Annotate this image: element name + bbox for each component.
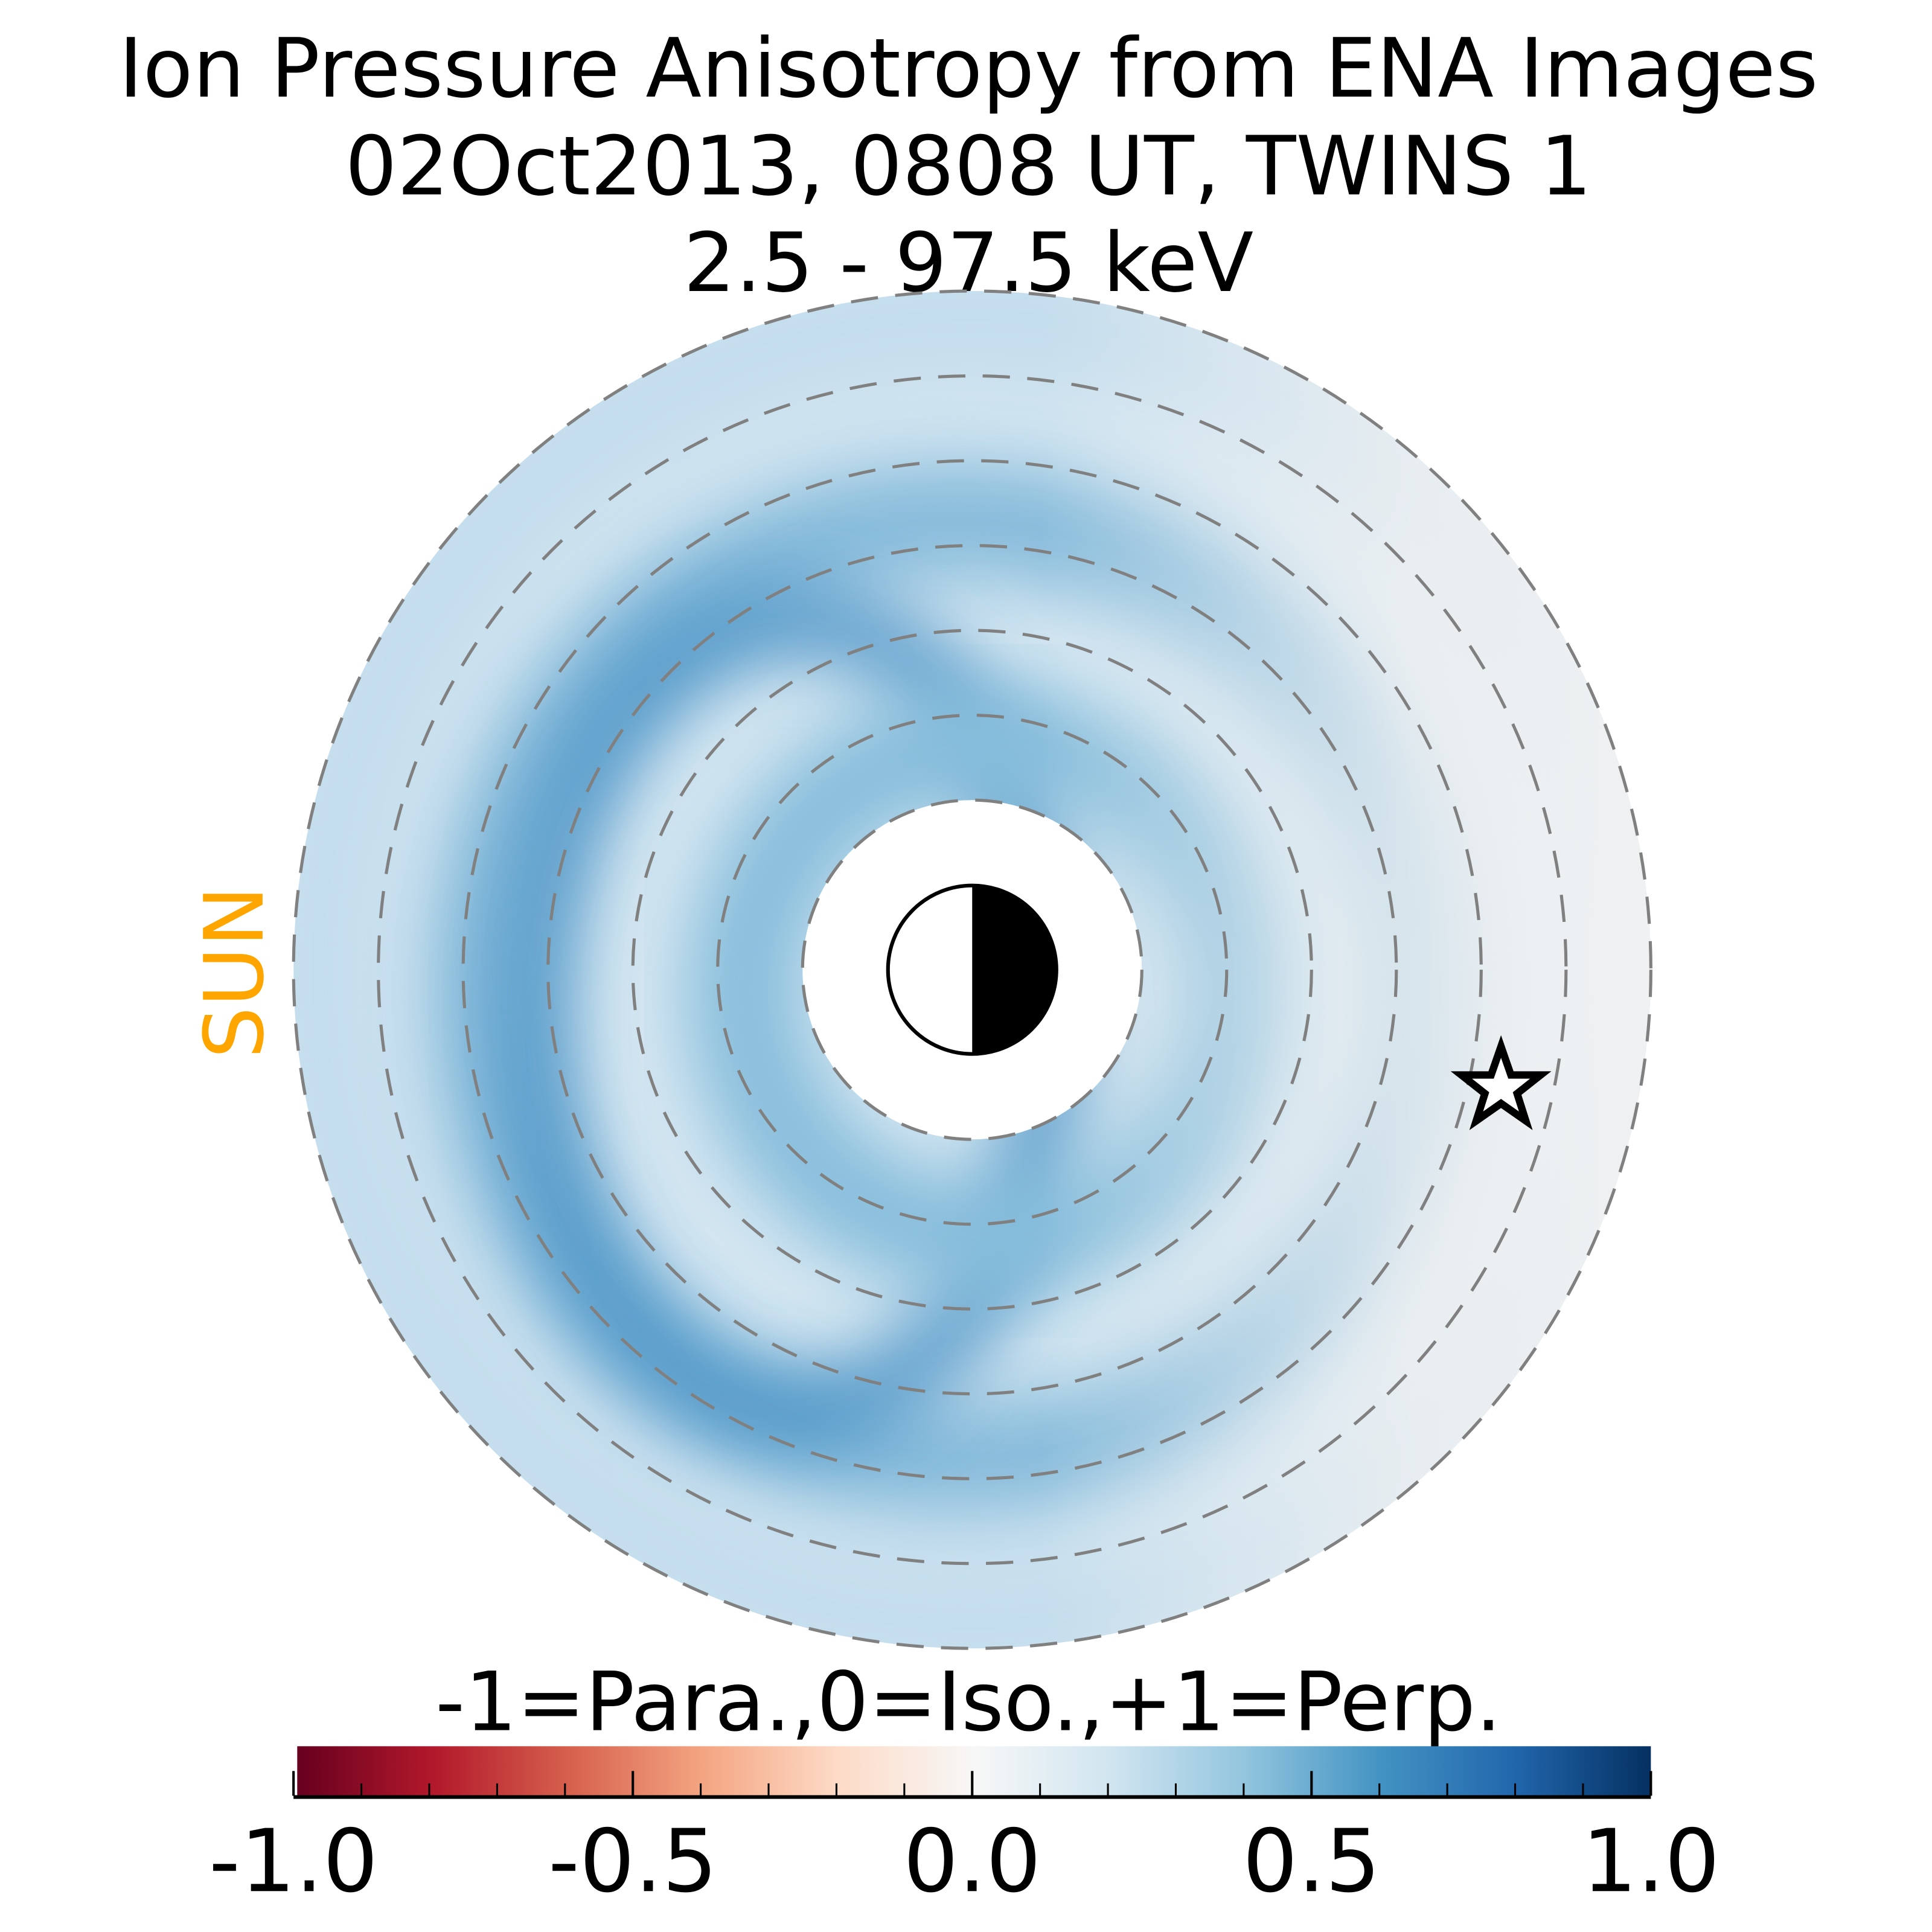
colorbar-tick-label: 0.0	[903, 1811, 1041, 1911]
distance-ring	[292, 289, 1652, 1650]
colorbar-tick-label: 0.5	[1243, 1811, 1380, 1911]
sun-label: SUN	[187, 886, 282, 1058]
distance-ring	[461, 459, 1483, 1480]
colorbar-label: -1=Para.,0=Iso.,+1=Perp.	[435, 1654, 1502, 1750]
colorbar-tick-label: -1.0	[209, 1811, 378, 1911]
distance-ring	[631, 629, 1313, 1311]
colorbar-ticks	[292, 1771, 1652, 1796]
distance-ring	[801, 798, 1144, 1141]
distance-ring	[546, 544, 1398, 1396]
distance-rings	[292, 289, 1652, 1650]
colorbar	[297, 1746, 1651, 1796]
distance-ring	[377, 374, 1568, 1566]
earth-icon	[886, 883, 1058, 1056]
spacecraft-star-icon	[1450, 1035, 1552, 1130]
colorbar-tick-label: 1.0	[1582, 1811, 1719, 1911]
title-line-1: Ion Pressure Anisotropy from ENA Images	[119, 21, 1818, 116]
distance-ring	[716, 714, 1229, 1226]
title-line-2: 02Oct2013, 0808 UT, TWINS 1	[345, 118, 1592, 214]
colorbar-tick-labels: -1.0 -0.5 0.0 0.5 1.0	[209, 1811, 1719, 1911]
colorbar-tick-label: -0.5	[548, 1811, 717, 1911]
